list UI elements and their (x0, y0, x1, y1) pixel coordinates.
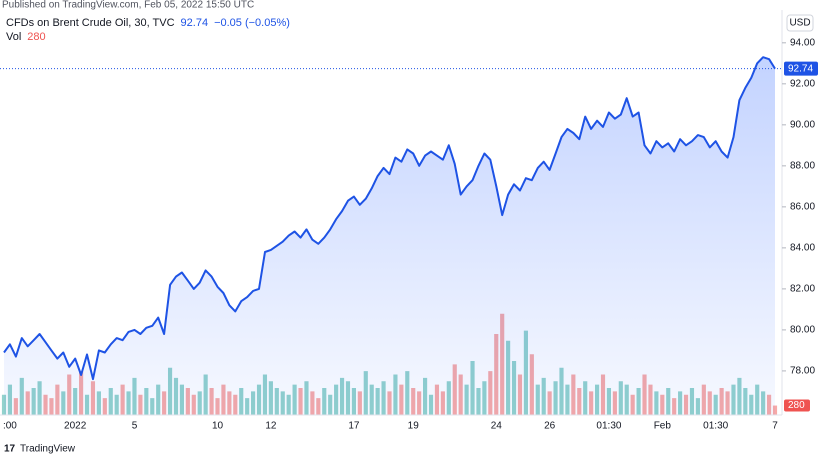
y-tick-label: 88.00 (790, 160, 815, 171)
x-tick-label: :00 (3, 421, 17, 432)
x-tick-label: 7 (772, 421, 778, 432)
last-price: 92.74 (181, 17, 209, 29)
last-price-tag (784, 61, 818, 76)
plot (0, 56, 782, 415)
x-tick-label: 10 (212, 421, 224, 432)
y-tick-label: 92.00 (790, 78, 815, 89)
y-tick-label: 86.00 (790, 202, 815, 213)
y-tick-label: 78.00 (790, 366, 815, 377)
x-tick-label: Feb (654, 421, 672, 432)
x-tick-label: 12 (265, 421, 277, 432)
vol-tag (784, 399, 810, 412)
x-tick-label: 19 (408, 421, 420, 432)
symbol-title: CFDs on Brent Crude Oil, 30, TVC (6, 17, 175, 29)
published: Published on TradingView.com, Feb 05, 20… (2, 0, 254, 11)
vol-legend: Vol 280 (6, 31, 46, 43)
y-tick-label: 94.00 (790, 37, 815, 48)
footer: TradingView (20, 444, 76, 455)
y-tick-label: 82.00 (790, 284, 815, 295)
change: −0.05 (−0.05%) (214, 17, 290, 29)
x-tick-label: 5 (132, 421, 138, 432)
y-tick-label: 80.00 (790, 325, 815, 336)
tv-logo: 17 (4, 444, 16, 455)
currency-box[interactable] (786, 14, 814, 32)
x-tick-label: 01:30 (596, 421, 621, 432)
vol-name: Vol (6, 31, 21, 43)
price-line (3, 56, 776, 381)
area (4, 57, 775, 415)
vol-value: 280 (27, 31, 45, 43)
currency: USD (789, 18, 810, 29)
last-price-label: 92.74 (788, 63, 813, 74)
x-tick-label: 17 (348, 421, 360, 432)
x-tick-label: 24 (491, 421, 503, 432)
symbol: CFDs on Brent Crude Oil, 30, TVC 92.74 −0.… (6, 17, 290, 29)
x-tick-label: 01:30 (703, 421, 728, 432)
x-tick-label: 26 (544, 421, 556, 432)
vol-tag-label: 280 (788, 400, 805, 411)
y-tick-label: 84.00 (790, 243, 815, 254)
x-tick-label: 2022 (64, 421, 87, 432)
y-tick-label: 90.00 (790, 119, 815, 130)
